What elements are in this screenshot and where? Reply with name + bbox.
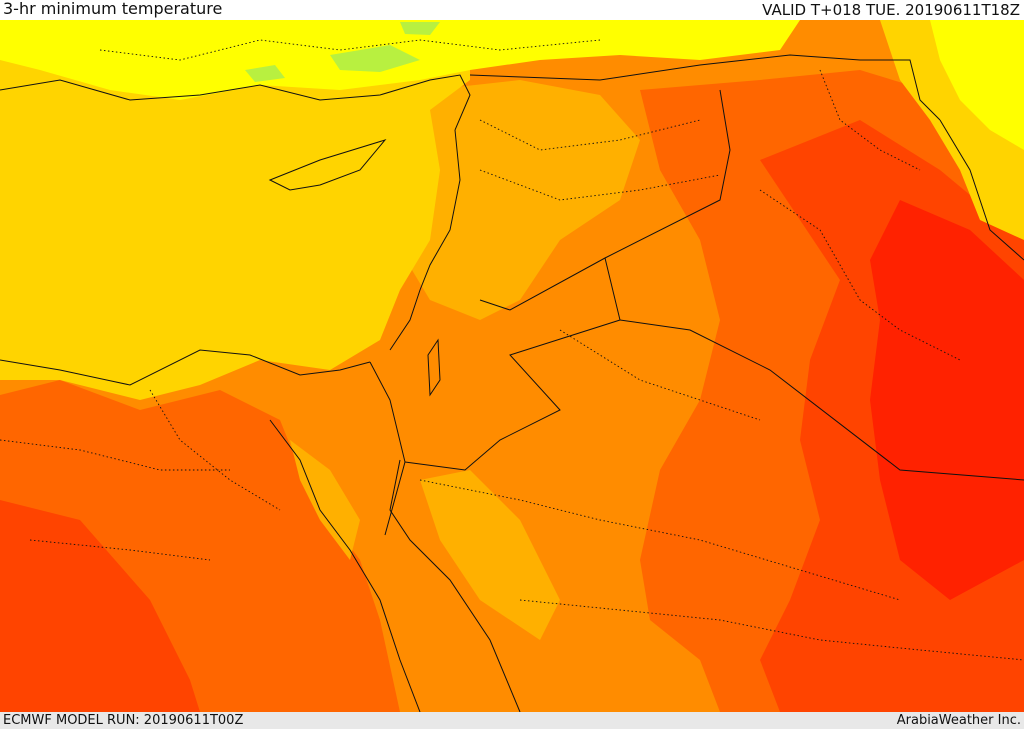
- field-green-patch-2: [245, 65, 285, 82]
- province-borders: [0, 39, 1024, 661]
- field-red-core: [870, 200, 1024, 600]
- coastline-gulf: [939, 119, 1024, 261]
- footer-bar: ECMWF MODEL RUN: 20190611T00Z ArabiaWeat…: [0, 712, 1024, 729]
- field-amber-levant: [400, 80, 640, 320]
- map-canvas: [0, 20, 1024, 712]
- coastline-turkey-south: [0, 74, 471, 131]
- coastline-cyprus: [268, 139, 387, 191]
- field-red-orange-sw: [0, 500, 200, 712]
- header-bar: 3-hr minimum temperature VALID T+018 TUE…: [0, 0, 1024, 20]
- model-run-label: ECMWF MODEL RUN: 20190611T00Z: [3, 713, 244, 728]
- map-title: 3-hr minimum temperature: [3, 0, 223, 18]
- border-syria-iraq-2: [479, 89, 731, 311]
- coastline-egypt-north: [0, 349, 371, 386]
- field-green-patch-3: [400, 22, 440, 35]
- country-borders: [0, 54, 1024, 712]
- field-gold-mediterranean: [0, 20, 470, 400]
- valid-time-label: VALID T+018 TUE. 20190611T18Z: [762, 1, 1020, 19]
- temperature-map: [0, 20, 1024, 712]
- coastline-levant: [389, 129, 461, 351]
- border-saudi-iraq: [619, 319, 1024, 481]
- border-syria-iraq: [469, 54, 941, 121]
- field-green-patch-1: [330, 45, 420, 72]
- coastline-aqaba-arabia: [389, 459, 521, 712]
- coastline-dead-sea: [427, 338, 441, 397]
- border-egypt-israel: [369, 361, 406, 536]
- field-amber-sinai: [290, 440, 360, 560]
- field-yellow-zagros: [930, 20, 1024, 150]
- coastline-suez-red-sea: [269, 419, 421, 712]
- credit-label: ArabiaWeather Inc.: [896, 713, 1021, 728]
- field-amber-arabia: [420, 470, 560, 640]
